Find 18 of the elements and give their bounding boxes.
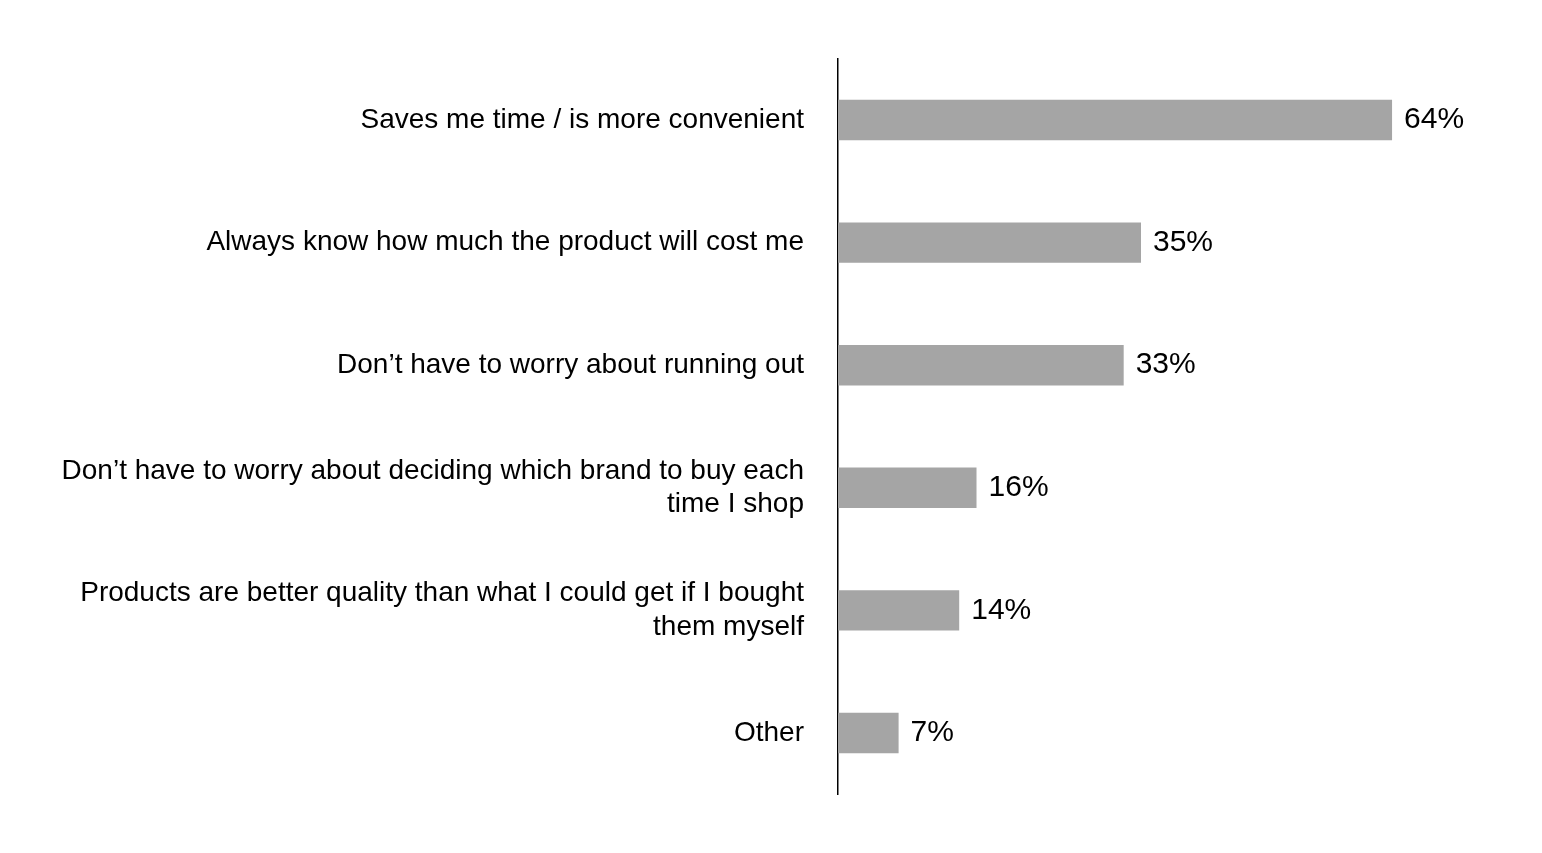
bar (838, 222, 1141, 263)
data-label: 7% (910, 714, 954, 748)
data-label: 14% (971, 591, 1032, 625)
bar (838, 590, 960, 631)
bar (838, 467, 977, 509)
data-label: 35% (1153, 223, 1214, 257)
data-label: 33% (1135, 346, 1196, 380)
bar (838, 99, 1393, 141)
y-tick-label: Other (733, 715, 804, 747)
bar (838, 712, 899, 754)
y-tick-label: Products are better quality than what I could get if I bought them myself (80, 576, 805, 641)
y-tick-label: Saves me time / is more convenient (360, 102, 805, 134)
bar (838, 344, 1124, 386)
y-tick-label: Don’t have to worry about running out (337, 347, 805, 379)
data-label: 16% (988, 469, 1049, 503)
y-tick-label: Always know how much the product will cost me (206, 225, 804, 257)
y-tick-label: Don’t have to worry about deciding which brand to buy each time I shop (61, 453, 804, 519)
data-label: 64% (1404, 101, 1465, 135)
